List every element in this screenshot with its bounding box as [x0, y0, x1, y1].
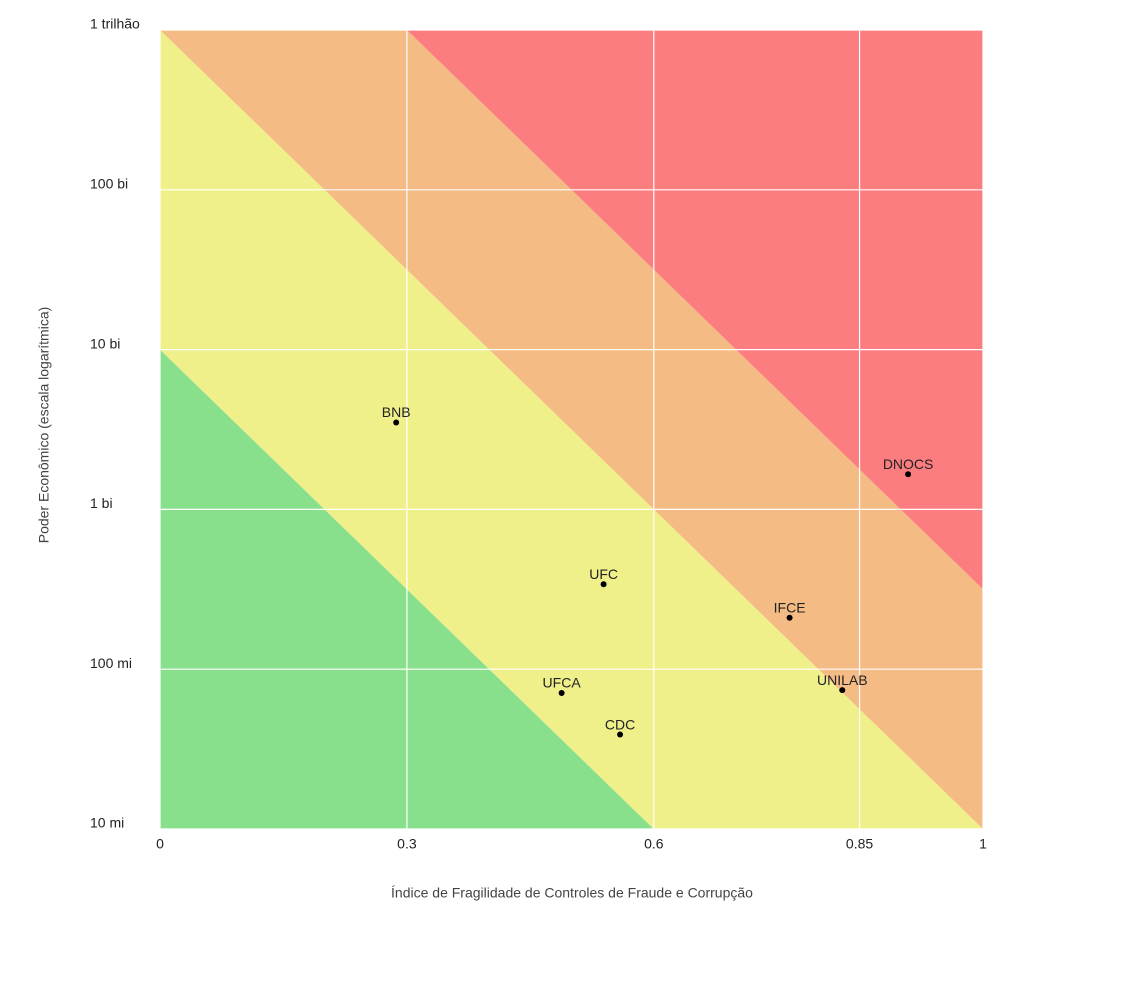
data-point — [905, 471, 912, 478]
x-tick-label: 0 — [156, 836, 164, 852]
y-tick-label: 100 bi — [90, 176, 128, 192]
x-tick-label: 0.3 — [397, 836, 417, 852]
data-point — [617, 731, 624, 738]
y-tick-label: 1 trilhão — [90, 16, 140, 32]
point-label: IFCE — [774, 599, 806, 615]
data-point — [393, 419, 400, 426]
data-point — [600, 581, 607, 588]
y-tick-label: 1 bi — [90, 495, 113, 511]
data-point — [839, 687, 846, 694]
point-label: BNB — [382, 404, 411, 420]
x-tick-label: 0.85 — [846, 836, 873, 852]
point-label: UFCA — [543, 675, 582, 691]
x-tick-label: 0.6 — [644, 836, 664, 852]
data-point — [786, 614, 793, 621]
x-axis-title: Índice de Fragilidade de Controles de Fr… — [391, 885, 753, 901]
risk-region — [160, 30, 983, 829]
y-axis-title: Poder Econômico (escala logarítmica) — [36, 307, 52, 544]
point-label: DNOCS — [883, 456, 934, 472]
y-tick-label: 10 mi — [90, 815, 124, 831]
point-label: UFC — [589, 566, 618, 582]
point-label: CDC — [605, 716, 635, 732]
y-tick-label: 100 mi — [90, 655, 132, 671]
x-tick-label: 1 — [979, 836, 987, 852]
risk-region — [160, 349, 654, 829]
point-label: UNILAB — [817, 672, 868, 688]
risk-region — [406, 30, 983, 590]
y-tick-label: 10 bi — [90, 335, 120, 351]
data-point — [558, 689, 565, 696]
